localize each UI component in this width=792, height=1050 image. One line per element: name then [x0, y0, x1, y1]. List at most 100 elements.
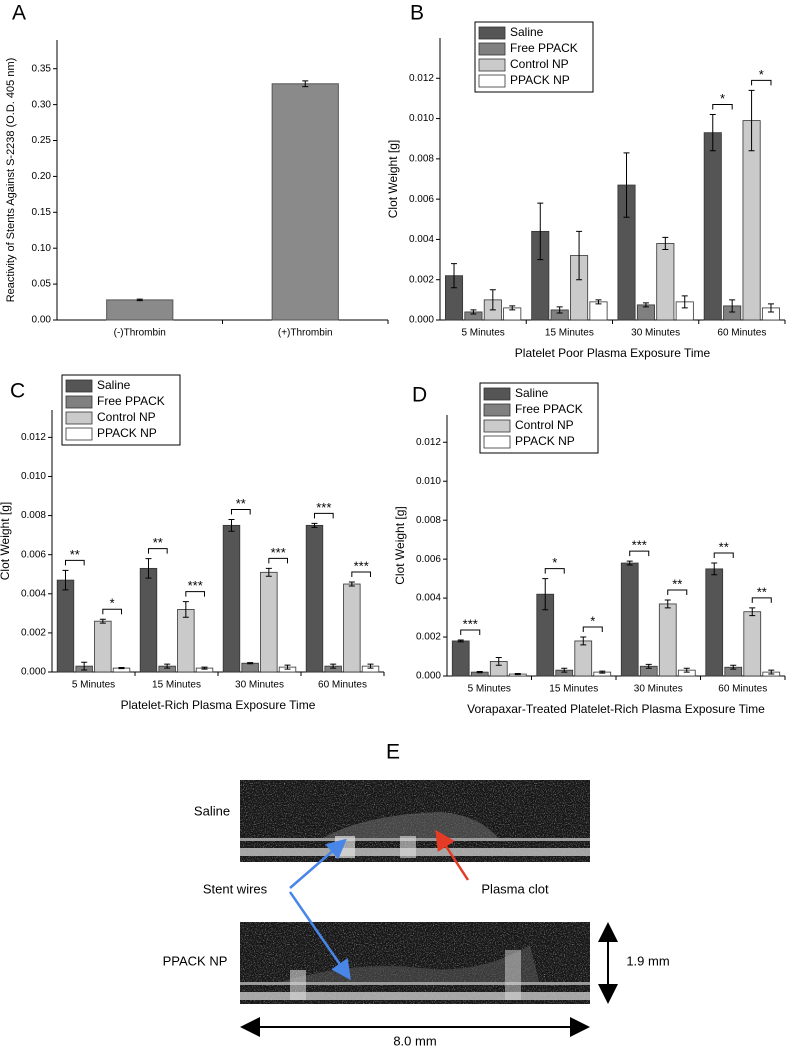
y-tick-label: 0.006: [416, 554, 441, 565]
significance-label: **: [719, 539, 729, 554]
legend-swatch: [483, 403, 511, 417]
error-bar: [330, 663, 337, 669]
significance-bracket: [667, 589, 688, 596]
x-tick-label: 60 Minutes: [718, 684, 767, 695]
error-bar: [311, 522, 318, 528]
bar: [703, 132, 722, 321]
y-tick-label: 0.25: [32, 135, 52, 146]
error-bar: [561, 667, 568, 673]
significance-label: ***: [188, 578, 203, 593]
error-bar: [664, 599, 671, 609]
legend-swatch: [478, 26, 506, 40]
significance-bracket: [351, 571, 372, 578]
error-bar: [749, 607, 756, 617]
error-bar: [164, 663, 171, 669]
arrow: [288, 891, 351, 981]
error-bar: [145, 558, 152, 579]
bar: [574, 640, 593, 677]
error-bar: [495, 656, 502, 666]
error-bar: [767, 303, 774, 313]
bar: [656, 243, 675, 321]
bar: [343, 583, 361, 673]
y-tick-label: 0.000: [21, 667, 46, 678]
significance-label: *: [110, 596, 115, 611]
bar: [451, 640, 470, 677]
ultrasound-ppack: [240, 922, 590, 1004]
bar: [177, 609, 195, 673]
x-tick-label: (+)Thrombin: [278, 328, 333, 339]
y-tick-label: 0.002: [21, 628, 46, 639]
y-tick-label: 0.012: [21, 432, 46, 443]
bar: [139, 567, 158, 673]
y-tick-label: 0.012: [416, 437, 441, 448]
error-bar: [182, 601, 189, 618]
y-tick-label: 0.012: [409, 73, 434, 84]
y-tick-label: 0.10: [32, 243, 52, 254]
error-bar: [595, 299, 602, 305]
y-tick-label: 0.004: [416, 593, 441, 604]
y-tick-label: 0.002: [409, 274, 434, 285]
bar: [305, 524, 324, 673]
legend-label: Control NP: [515, 418, 574, 432]
y-tick-label: 0.15: [32, 207, 52, 218]
legend-label: Saline: [510, 25, 544, 39]
error-bar: [62, 569, 69, 591]
x-tick-label: 60 Minutes: [318, 680, 367, 691]
x-tick-label: 30 Minutes: [631, 328, 680, 339]
legend-label: Saline: [97, 378, 131, 392]
error-bar: [476, 671, 483, 674]
x-tick-label: 30 Minutes: [235, 680, 284, 691]
x-axis-label: Vorapaxar-Treated Platelet-Rich Plasma E…: [467, 702, 765, 716]
y-tick-label: 0.010: [409, 113, 434, 124]
significance-label: *: [590, 613, 595, 628]
x-axis-label: Platelet Poor Plasma Exposure Time: [515, 346, 711, 360]
y-tick-label: 0.008: [21, 510, 46, 521]
error-bar: [99, 618, 106, 624]
significance-label: **: [153, 535, 163, 550]
error-bar: [118, 667, 125, 670]
y-tick-label: 0.00: [32, 315, 52, 326]
significance-bracket: [460, 629, 481, 635]
legend-label: Free PPACK: [510, 41, 578, 55]
significance-label: **: [236, 496, 246, 511]
error-bar: [284, 664, 291, 670]
panel-label: D: [412, 384, 427, 407]
error-bar: [136, 298, 143, 302]
error-bar: [729, 299, 736, 313]
bar: [222, 524, 241, 673]
panel-e: E Saline PPACK NP Stent wires Plasma clo…: [163, 741, 670, 1049]
significance-bracket: [713, 552, 734, 559]
significance-label: *: [552, 555, 557, 570]
bar: [56, 579, 75, 673]
error-bar: [537, 202, 544, 261]
y-tick-label: 0.008: [416, 515, 441, 526]
error-bar: [709, 114, 716, 152]
x-axis-label: Platelet-Rich Plasma Exposure Time: [121, 698, 316, 712]
error-bar: [201, 666, 208, 670]
x-tick-label: 15 Minutes: [545, 328, 594, 339]
legend-label: Saline: [515, 386, 549, 400]
significance-bracket: [712, 104, 733, 110]
bar: [743, 611, 762, 677]
bar: [106, 299, 174, 321]
legend-swatch: [478, 58, 506, 72]
y-tick-label: 0.30: [32, 99, 52, 110]
error-bar: [580, 636, 587, 646]
y-tick-label: 0.008: [409, 153, 434, 164]
legend-label: Free PPACK: [515, 402, 583, 416]
bar: [260, 571, 278, 673]
legend-swatch: [65, 395, 93, 409]
legend-label: PPACK NP: [510, 73, 570, 87]
bar: [620, 562, 639, 677]
ultrasound-saline: [240, 780, 590, 862]
x-tick-label: 60 Minutes: [717, 328, 766, 339]
x-tick-label: 15 Minutes: [549, 684, 598, 695]
panel-label: C: [10, 380, 25, 403]
significance-bracket: [544, 568, 565, 574]
y-axis-label: Clot Weight [g]: [393, 506, 407, 584]
y-tick-label: 0.20: [32, 171, 52, 182]
error-bar: [662, 236, 669, 250]
significance-bracket: [751, 597, 772, 603]
bar: [705, 568, 724, 677]
scale-label: 1.9 mm: [626, 953, 669, 968]
